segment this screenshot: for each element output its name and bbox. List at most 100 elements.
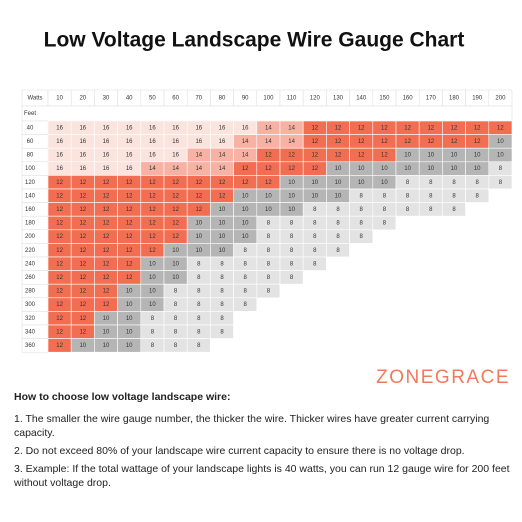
gauge-value: 8 [151,316,155,322]
gauge-value: 16 [79,139,86,145]
gauge-cell [442,297,466,312]
gauge-cell [279,297,304,312]
gauge-cell [418,311,443,326]
gauge-cell [233,338,258,353]
gauge-value: 10 [195,221,202,227]
gauge-cell [488,297,513,312]
gauge-value: 8 [197,302,201,308]
gauge-cell [488,283,513,299]
gauge-value: 12 [497,125,504,131]
gauge-value: 14 [195,166,202,172]
gauge-value: 8 [244,248,248,254]
gauge-value: 14 [242,153,249,159]
gauge-value: 12 [404,125,411,131]
gauge-value: 12 [103,302,110,308]
gauge-value: 12 [56,248,63,254]
gauge-value: 12 [79,275,86,281]
gauge-cell [442,229,466,244]
gauge-cell [488,270,513,285]
gauge-cell [465,270,490,285]
gauge-value: 8 [220,289,224,295]
gauge-value: 12 [451,125,458,131]
row-header: 60 [27,139,34,145]
gauge-value: 16 [56,125,63,131]
gauge-value: 10 [311,180,318,186]
gauge-value: 12 [311,166,318,172]
gauge-value: 10 [427,153,434,159]
gauge-value: 16 [103,166,110,172]
gauge-value: 8 [197,343,201,349]
gauge-cell [442,270,466,285]
column-header: 120 [310,96,321,102]
column-header: 180 [449,96,460,102]
gauge-value: 12 [79,261,86,267]
gauge-cell [349,311,374,326]
gauge-cell [442,215,466,231]
column-header: 80 [219,96,226,102]
gauge-value: 8 [174,302,178,308]
gauge-value: 14 [195,153,202,159]
gauge-value: 8 [197,261,201,267]
gauge-cell [442,311,466,326]
gauge-value: 12 [56,180,63,186]
gauge-value: 12 [172,234,179,240]
gauge-value: 10 [474,153,481,159]
gauge-value: 12 [126,275,133,281]
column-header: 90 [242,96,249,102]
gauge-value: 12 [79,248,86,254]
gauge-value: 12 [103,180,110,186]
row-header: 320 [25,316,36,322]
gauge-value: 10 [126,316,133,322]
column-header: 30 [103,96,110,102]
gauge-value: 8 [313,221,317,227]
gauge-value: 8 [336,248,340,254]
gauge-value: 10 [103,316,110,322]
gauge-value: 10 [265,193,272,199]
gauge-value: 12 [149,180,156,186]
gauge-cell [256,297,281,312]
gauge-value: 10 [103,343,110,349]
gauge-value: 8 [244,261,248,267]
gauge-cell [395,338,420,353]
gauge-cell [279,283,304,299]
gauge-value: 12 [79,234,86,240]
gauge-value: 12 [358,153,365,159]
gauge-cell [372,324,397,339]
gauge-cell [372,338,397,353]
gauge-value: 10 [126,302,133,308]
gauge-cell [488,202,513,217]
row-header: 360 [25,343,36,349]
gauge-value: 8 [244,289,248,295]
gauge-value: 8 [313,248,317,254]
gauge-cell [488,188,513,203]
gauge-value: 16 [79,153,86,159]
column-header: 100 [263,96,274,102]
gauge-value: 16 [172,139,179,145]
gauge-value: 10 [172,275,179,281]
gauge-value: 16 [103,139,110,145]
gauge-value: 10 [126,329,133,335]
gauge-value: 10 [242,193,249,199]
gauge-cell [326,256,350,271]
gauge-value: 12 [56,275,63,281]
gauge-value: 16 [56,166,63,172]
gauge-value: 16 [56,139,63,145]
header-cell [21,105,513,122]
gauge-value: 10 [288,180,295,186]
gauge-value: 8 [267,248,271,254]
gauge-value: 12 [172,180,179,186]
column-header: 200 [495,96,506,102]
gauge-value: 12 [427,139,434,145]
gauge-table: Watts 10 20 30 40 50 60 70 80 90 100 110 120 130 140 15… [21,89,513,353]
gauge-value: 10 [358,180,365,186]
gauge-cell [418,215,443,231]
gauge-value: 12 [149,221,156,227]
gauge-value: 16 [149,153,156,159]
column-header: 110 [287,96,297,102]
gauge-cell [349,283,374,299]
gauge-value: 10 [381,166,388,172]
gauge-cell [279,324,304,339]
gauge-value: 14 [172,166,179,172]
gauge-value: 8 [174,343,178,349]
